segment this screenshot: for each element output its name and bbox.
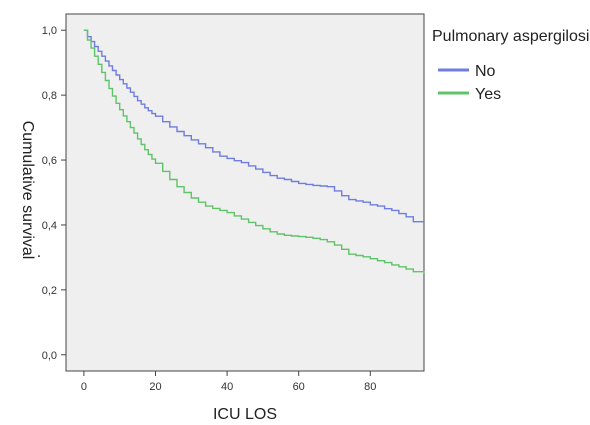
x-tick-label: 60 <box>293 381 305 393</box>
y-tick-label: 1,0 <box>42 25 57 37</box>
legend-items: No Yes <box>438 63 501 103</box>
x-axis-title: ICU LOS <box>213 406 277 423</box>
legend-label-no: No <box>475 63 496 80</box>
x-tick-label: 40 <box>221 381 233 393</box>
y-tick-label: 0,8 <box>42 90 57 102</box>
legend-title: Pulmonary aspergilosis <box>432 28 590 45</box>
y-axis-title-marker: . <box>37 244 41 261</box>
x-axis: 0 20 40 60 80 <box>81 371 376 393</box>
y-tick-label: 0,2 <box>42 285 57 297</box>
series-lines <box>83 29 425 274</box>
x-tick-label: 0 <box>81 381 87 393</box>
x-tick-label: 80 <box>364 381 376 393</box>
y-axis-title: Cumulative survival <box>19 121 36 260</box>
y-tick-label: 0,4 <box>42 220 57 232</box>
y-axis: 0,0 0,2 0,4 0,6 0,8 1,0 <box>42 25 66 362</box>
y-tick-label: 0,0 <box>42 350 57 362</box>
series-line-no <box>83 29 425 223</box>
series-line-yes <box>83 29 425 274</box>
legend-label-yes: Yes <box>475 86 501 103</box>
y-tick-label: 0,6 <box>42 155 57 167</box>
x-tick-label: 20 <box>149 381 161 393</box>
plot-area <box>65 13 425 372</box>
legend: Pulmonary aspergilosis No Yes <box>432 28 590 103</box>
